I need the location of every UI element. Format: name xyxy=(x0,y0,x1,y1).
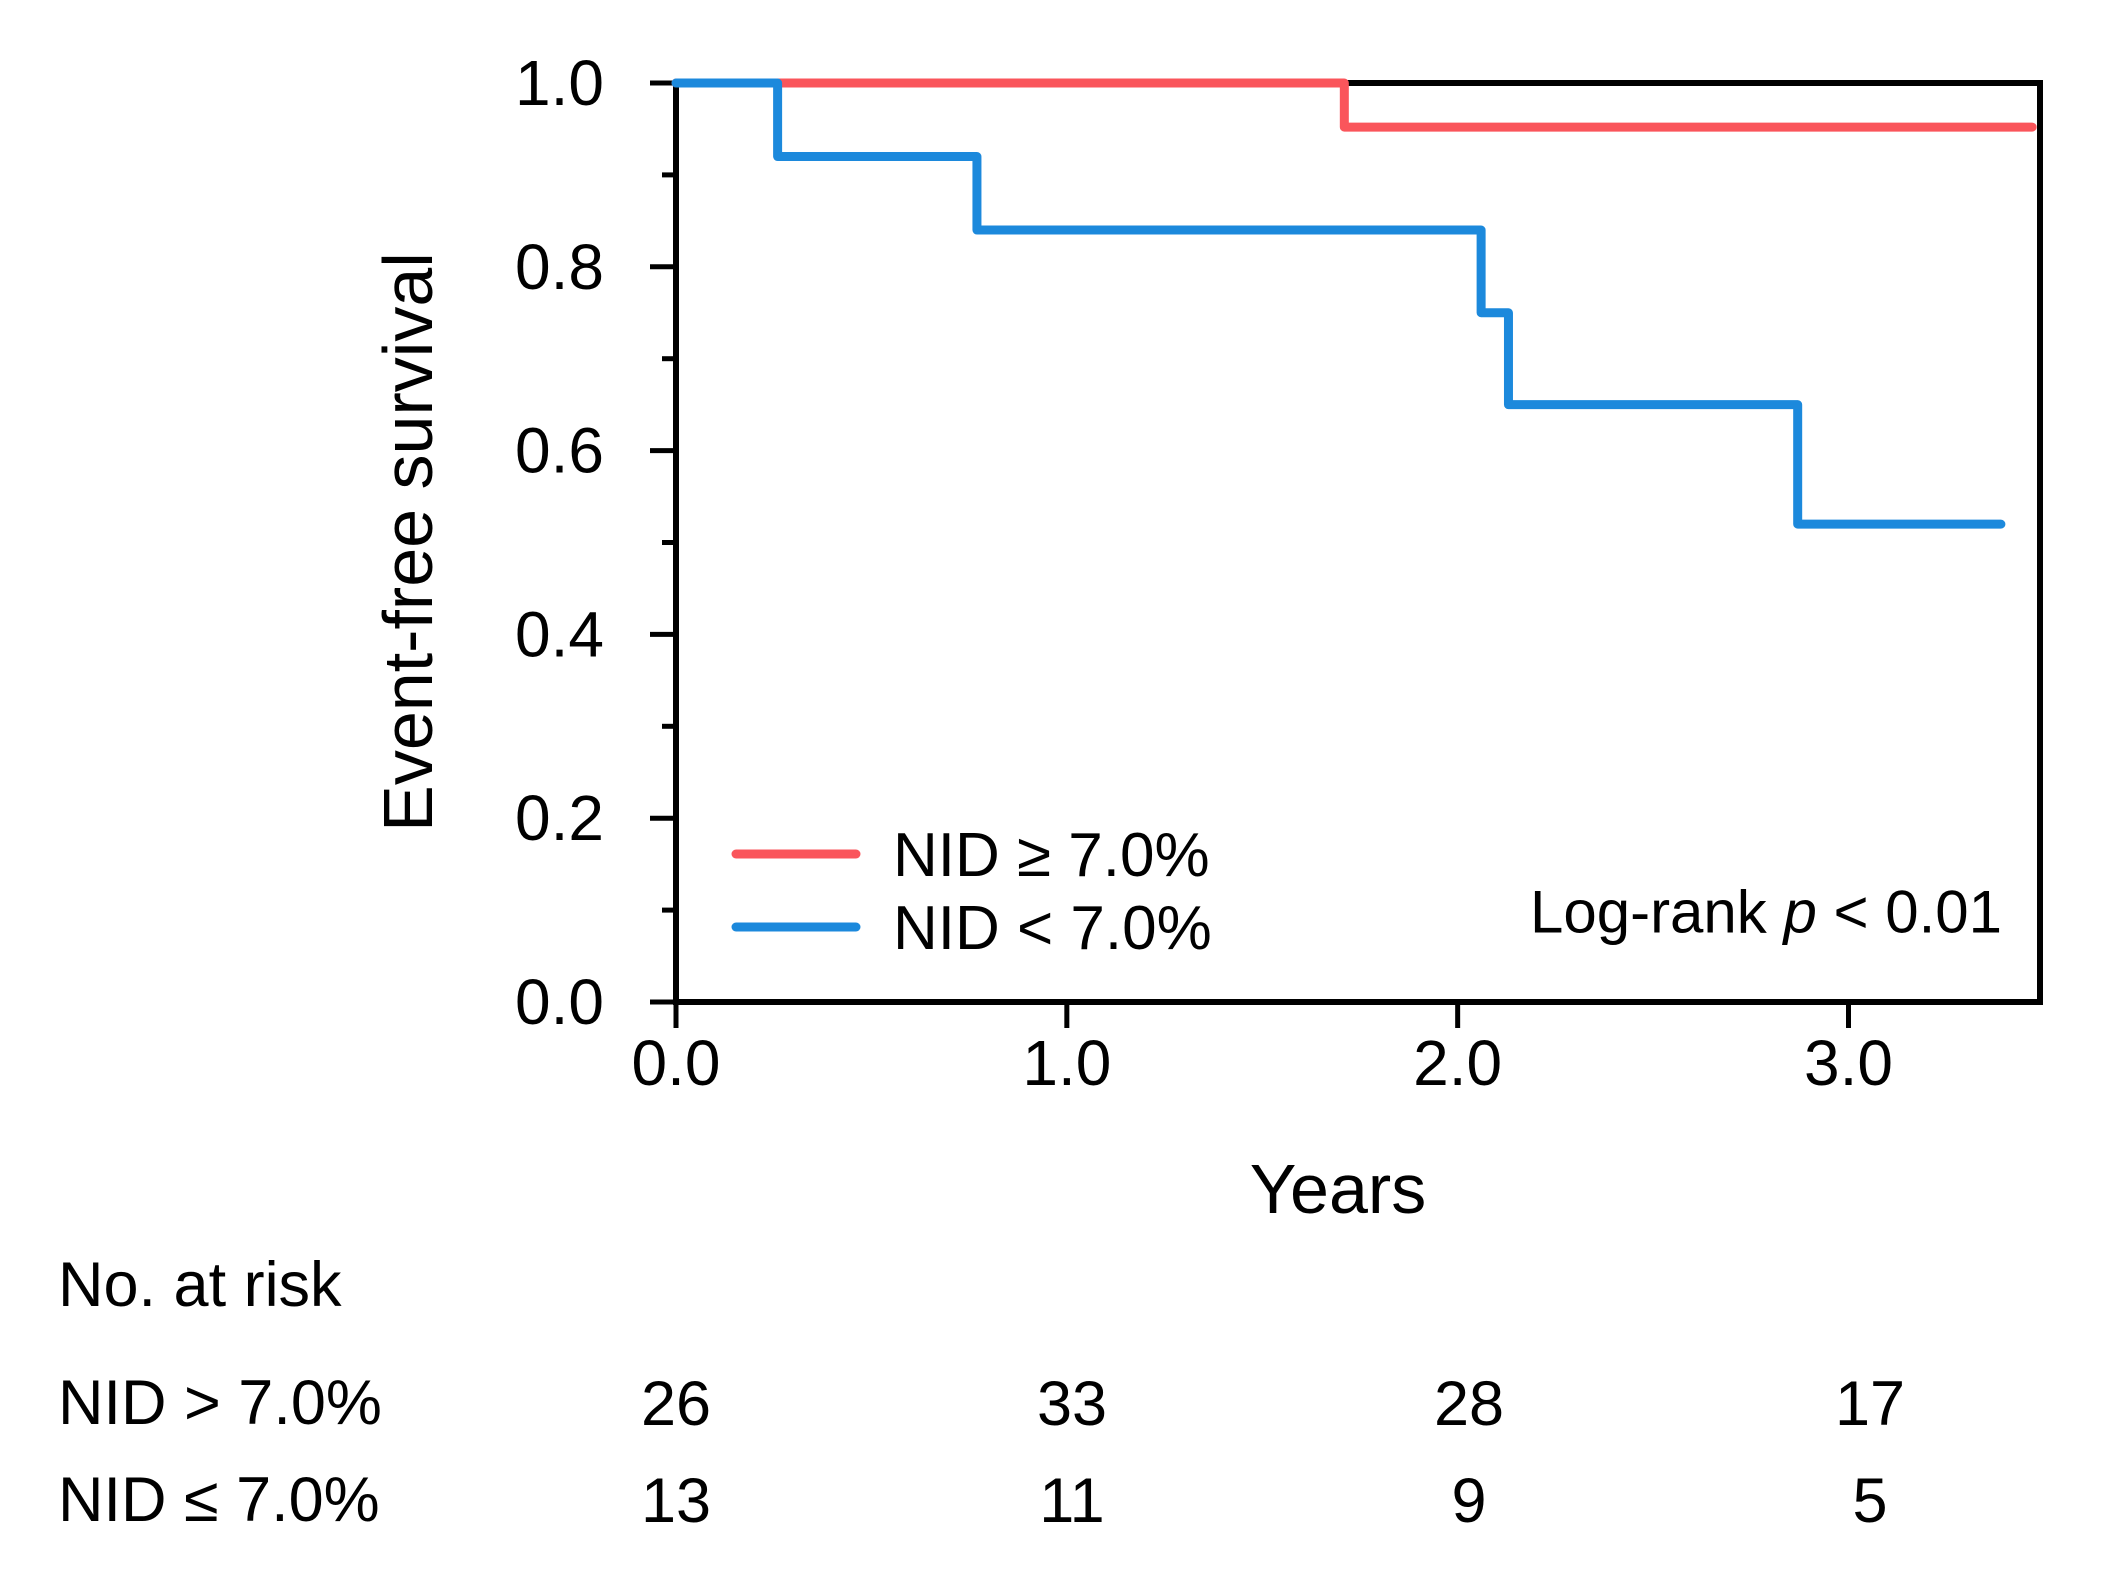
y-tick-label: 0.0 xyxy=(515,966,604,1038)
x-tick-label: 1.0 xyxy=(1022,1027,1111,1099)
y-tick-label: 0.8 xyxy=(515,231,604,303)
log-rank-prefix: Log-rank xyxy=(1529,878,1784,946)
x-tick-label: 3.0 xyxy=(1804,1027,1893,1099)
axes-layer xyxy=(650,80,2043,1028)
log-rank-suffix: < 0.01 xyxy=(1816,878,2003,946)
risk-count-row1-t1: 11 xyxy=(1039,1466,1104,1536)
risk-count-row1-t2: 9 xyxy=(1451,1466,1486,1536)
risk-row-label-nid-le-7: NID ≤ 7.0% xyxy=(58,1465,380,1535)
x-axis-title: Years xyxy=(1249,1150,1427,1228)
risk-count-row1-t0: 13 xyxy=(641,1466,711,1536)
risk-table-values-layer: 26 33 28 17 13 11 9 5 xyxy=(641,1369,1905,1536)
x-tick-label: 0.0 xyxy=(632,1027,721,1099)
x-tick-label: 2.0 xyxy=(1413,1027,1502,1099)
legend-label-nid-lt-7: NID < 7.0% xyxy=(893,894,1212,963)
plot-box-spines xyxy=(673,80,2043,1005)
legend-layer: NID ≥ 7.0%NID < 7.0% xyxy=(731,821,1212,963)
tick-labels-layer: 0.0 0.2 0.4 0.6 0.8 1.0 0.0 1.0 2.0 3.0 xyxy=(515,47,1893,1099)
y-tick-label: 0.4 xyxy=(515,598,604,670)
y-tick-label: 0.2 xyxy=(515,782,604,854)
risk-count-row0-t2: 28 xyxy=(1434,1369,1504,1439)
y-axis-title: Event-free survival xyxy=(369,252,447,832)
risk-row-label-nid-gt-7: NID > 7.0% xyxy=(58,1368,382,1438)
risk-count-row0-t3: 17 xyxy=(1835,1369,1905,1439)
y-tick-label: 1.0 xyxy=(515,47,604,119)
curve-nid-ge-7 xyxy=(671,78,2037,132)
y-tick-label: 0.6 xyxy=(515,415,604,487)
curves-layer xyxy=(671,78,2037,529)
curve-nid-lt-7 xyxy=(671,78,2006,529)
risk-count-row0-t0: 26 xyxy=(641,1369,711,1439)
risk-count-row1-t3: 5 xyxy=(1852,1466,1887,1536)
risk-count-row0-t1: 33 xyxy=(1037,1369,1107,1439)
legend-label-nid-ge-7: NID ≥ 7.0% xyxy=(893,821,1210,890)
risk-table-header: No. at risk xyxy=(58,1250,342,1320)
log-rank-p: p xyxy=(1783,878,1817,946)
log-rank-annotation: Log-rank p < 0.01 xyxy=(1530,878,2002,947)
